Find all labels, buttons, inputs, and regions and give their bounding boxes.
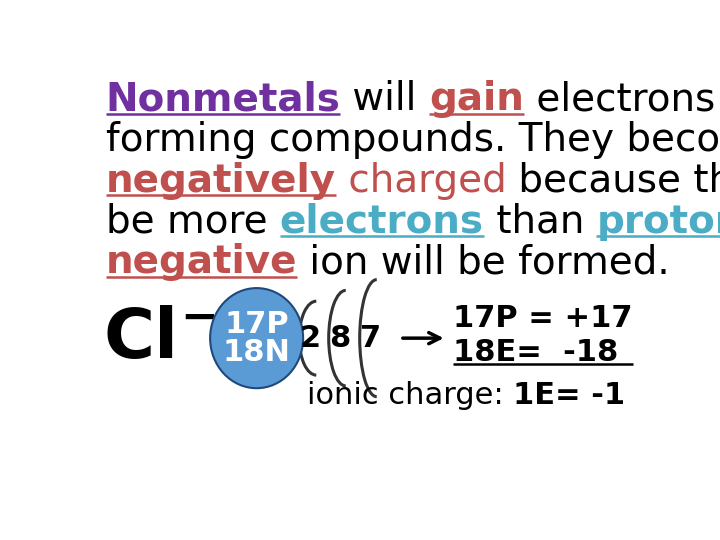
Text: Nonmetals: Nonmetals	[106, 80, 341, 118]
Text: gain: gain	[429, 80, 524, 118]
Text: 8: 8	[329, 323, 350, 353]
Text: will: will	[341, 80, 429, 118]
Text: ion will be formed.: ion will be formed.	[297, 244, 670, 281]
Text: 17P: 17P	[225, 310, 289, 339]
Ellipse shape	[210, 288, 303, 388]
Text: because there will: because there will	[506, 162, 720, 200]
Text: 7: 7	[360, 323, 381, 353]
Text: ionic charge:: ionic charge:	[307, 381, 513, 410]
Text: 18E=  -18: 18E= -18	[453, 338, 618, 367]
Text: charged: charged	[336, 162, 506, 200]
Text: −: −	[181, 296, 218, 340]
Text: protons: protons	[596, 202, 720, 241]
Text: 17P = +17: 17P = +17	[453, 305, 632, 333]
Text: Cl: Cl	[104, 305, 179, 372]
Text: negative: negative	[106, 244, 297, 281]
Text: electrons: electrons	[279, 202, 484, 241]
Text: electrons when: electrons when	[524, 80, 720, 118]
Text: negatively: negatively	[106, 162, 336, 200]
Text: 2: 2	[300, 323, 320, 353]
Text: than: than	[484, 202, 596, 241]
Text: be more: be more	[106, 202, 279, 241]
Text: 1E= -1: 1E= -1	[513, 381, 626, 410]
Text: forming compounds. They become: forming compounds. They become	[106, 121, 720, 159]
Text: 18N: 18N	[222, 338, 291, 367]
